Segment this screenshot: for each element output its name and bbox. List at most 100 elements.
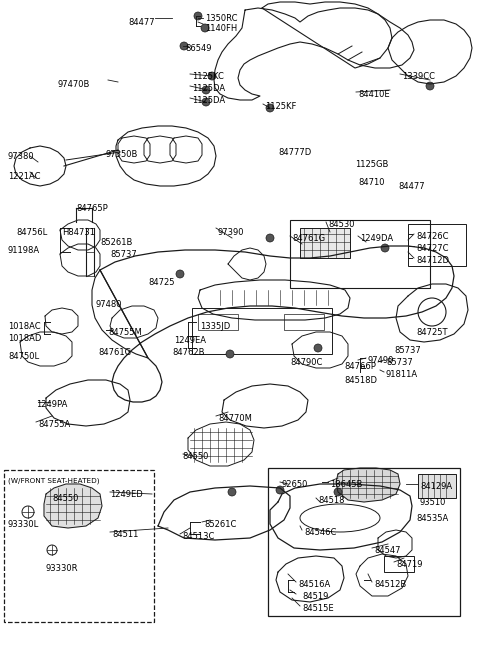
Text: H84731: H84731 <box>62 228 95 237</box>
Text: 1249PA: 1249PA <box>36 400 67 409</box>
Text: 1140FH: 1140FH <box>205 24 237 33</box>
Text: 84547: 84547 <box>374 546 400 555</box>
Text: 1018AD: 1018AD <box>8 334 41 343</box>
Text: 84712D: 84712D <box>416 256 449 265</box>
Text: 91198A: 91198A <box>8 246 40 255</box>
Circle shape <box>202 98 210 106</box>
Text: 84511: 84511 <box>112 530 138 539</box>
Text: 84519: 84519 <box>302 592 328 601</box>
Polygon shape <box>336 468 400 502</box>
Text: 84550: 84550 <box>182 452 208 461</box>
Text: 84477: 84477 <box>398 182 425 191</box>
Text: 1350RC: 1350RC <box>205 14 238 23</box>
Bar <box>268 468 460 616</box>
Text: 93330L: 93330L <box>8 520 39 529</box>
Text: 91811A: 91811A <box>386 370 418 379</box>
Text: 84755A: 84755A <box>38 420 70 429</box>
Text: 84516A: 84516A <box>298 580 330 589</box>
Circle shape <box>381 244 389 252</box>
Bar <box>408 224 466 266</box>
Circle shape <box>276 486 284 494</box>
Text: 84710: 84710 <box>358 178 384 187</box>
Text: 84535A: 84535A <box>416 514 448 523</box>
Circle shape <box>426 82 434 90</box>
Text: 84719: 84719 <box>396 560 422 569</box>
Polygon shape <box>44 484 102 528</box>
Text: 1221AC: 1221AC <box>8 172 40 181</box>
Text: 92650: 92650 <box>282 480 308 489</box>
Text: 97390: 97390 <box>218 228 244 237</box>
Text: 84530: 84530 <box>328 220 355 229</box>
Text: 84765P: 84765P <box>76 204 108 213</box>
Text: 84515E: 84515E <box>302 604 334 613</box>
Text: 84518: 84518 <box>318 496 345 505</box>
Text: 1125GB: 1125GB <box>355 160 388 169</box>
Text: 84790C: 84790C <box>290 358 323 367</box>
Text: 84477: 84477 <box>128 18 155 27</box>
Text: 86549: 86549 <box>185 44 212 53</box>
Text: 84755M: 84755M <box>108 328 142 337</box>
Bar <box>4 470 154 622</box>
Text: 84726C: 84726C <box>416 232 448 241</box>
Text: 84750L: 84750L <box>8 352 39 361</box>
Text: 93510: 93510 <box>420 498 446 507</box>
Text: 84761G: 84761G <box>292 234 325 243</box>
Text: 84550: 84550 <box>52 494 78 503</box>
Text: 1125DA: 1125DA <box>192 96 225 105</box>
Text: 85737: 85737 <box>386 358 413 367</box>
Circle shape <box>201 24 209 32</box>
Circle shape <box>334 488 342 496</box>
Bar <box>300 228 350 258</box>
Circle shape <box>208 72 216 80</box>
Circle shape <box>180 42 188 50</box>
Text: 1249DA: 1249DA <box>360 234 393 243</box>
Circle shape <box>266 104 274 112</box>
Text: 84725: 84725 <box>148 278 175 287</box>
Text: (W/FRONT SEAT-HEATED): (W/FRONT SEAT-HEATED) <box>8 478 99 485</box>
Circle shape <box>194 12 202 20</box>
Text: 1125KC: 1125KC <box>192 72 224 81</box>
Circle shape <box>314 344 322 352</box>
Text: 85261C: 85261C <box>204 520 236 529</box>
Text: 84761G: 84761G <box>98 348 131 357</box>
Bar <box>418 474 456 498</box>
Text: 1249EA: 1249EA <box>174 336 206 345</box>
Text: 97490: 97490 <box>367 356 394 365</box>
Text: 1125KF: 1125KF <box>265 102 296 111</box>
Circle shape <box>226 350 234 358</box>
Text: 84725T: 84725T <box>416 328 447 337</box>
Text: 84410E: 84410E <box>358 90 390 99</box>
Text: 1339CC: 1339CC <box>402 72 435 81</box>
Text: 18645B: 18645B <box>330 480 362 489</box>
Bar <box>284 314 324 330</box>
Bar <box>192 308 332 354</box>
Text: 84512B: 84512B <box>374 580 406 589</box>
Text: 97380: 97380 <box>8 152 35 161</box>
Circle shape <box>176 270 184 278</box>
Text: 85737: 85737 <box>110 250 137 259</box>
Bar <box>290 220 430 288</box>
Text: 1125DA: 1125DA <box>192 84 225 93</box>
Text: 84777D: 84777D <box>278 148 311 157</box>
Text: 84762B: 84762B <box>172 348 204 357</box>
Text: 1018AC: 1018AC <box>8 322 41 331</box>
Text: 84518D: 84518D <box>344 376 377 385</box>
Text: 1335JD: 1335JD <box>200 322 230 331</box>
Circle shape <box>228 488 236 496</box>
Text: 85261B: 85261B <box>100 238 132 247</box>
Circle shape <box>202 86 210 94</box>
Text: 84756L: 84756L <box>16 228 47 237</box>
Text: 84766P: 84766P <box>344 362 376 371</box>
Text: 97350B: 97350B <box>105 150 137 159</box>
Text: 84129A: 84129A <box>420 482 452 491</box>
Text: 97480: 97480 <box>96 300 122 309</box>
Text: 1249ED: 1249ED <box>110 490 143 499</box>
Bar <box>198 314 238 330</box>
Text: 84727C: 84727C <box>416 244 448 253</box>
Text: 97470B: 97470B <box>58 80 90 89</box>
Text: 93330R: 93330R <box>46 564 79 573</box>
Bar <box>384 556 414 572</box>
Text: 84546C: 84546C <box>304 528 336 537</box>
Text: 84513C: 84513C <box>182 532 215 541</box>
Text: 85737: 85737 <box>394 346 421 355</box>
